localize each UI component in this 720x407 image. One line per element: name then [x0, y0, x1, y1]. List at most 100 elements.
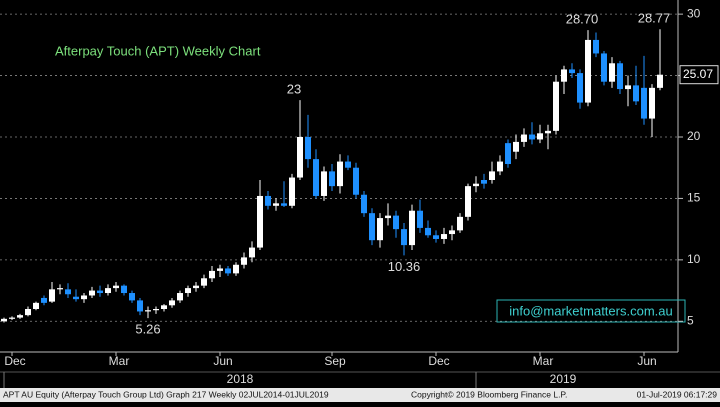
annotation: 28.77 — [638, 11, 671, 26]
candle-body — [425, 227, 431, 236]
candle-body — [281, 203, 287, 206]
footer-center: Copyright© 2019 Bloomberg Finance L.P. — [411, 389, 567, 399]
candle-body — [649, 87, 655, 119]
candle-body — [193, 285, 199, 289]
candle-body — [521, 134, 527, 142]
candle-body — [153, 308, 159, 311]
candle-body — [169, 300, 175, 306]
candle-body — [313, 159, 319, 196]
candle-body — [369, 213, 375, 241]
chart-title: Afterpay Touch (APT) Weekly Chart — [55, 43, 261, 58]
candle-body — [257, 195, 263, 248]
candle-body — [657, 74, 663, 88]
candle-body — [129, 293, 135, 301]
candle-body — [241, 257, 247, 265]
footer-left: APT AU Equity (Afterpay Touch Group Ltd)… — [3, 389, 329, 399]
year-label: 2018 — [227, 372, 254, 386]
candle-body — [545, 130, 551, 134]
candle-body — [321, 171, 327, 196]
candle-body — [505, 143, 511, 165]
candle-body — [65, 289, 71, 295]
candle-body — [209, 270, 215, 279]
candle-body — [33, 302, 39, 309]
candle-body — [633, 85, 639, 102]
candle-body — [1, 318, 7, 322]
candle-body — [401, 229, 407, 246]
candle-body — [617, 63, 623, 90]
watermark: info@marketmatters.com.au — [509, 303, 672, 318]
annotation: 28.70 — [566, 12, 599, 27]
year-label: 2019 — [550, 372, 577, 386]
candle-body — [273, 203, 279, 206]
candle-body — [73, 296, 79, 300]
candle-body — [9, 317, 15, 319]
candle-body — [289, 177, 295, 206]
candle-body — [113, 285, 119, 289]
candle-body — [465, 186, 471, 217]
candle-body — [393, 215, 399, 230]
x-tick-label: Mar — [533, 354, 554, 368]
candle-body — [601, 53, 607, 82]
candle-body — [81, 295, 87, 300]
candle-body — [337, 161, 343, 187]
candle-body — [497, 161, 503, 172]
y-tick-label: 10 — [687, 252, 701, 266]
watermark-box — [496, 299, 686, 323]
candle-body — [121, 285, 127, 294]
candle-body — [481, 179, 487, 184]
y-tick-label: 15 — [687, 191, 701, 205]
x-tick-label: Dec — [4, 354, 25, 368]
candle-body — [225, 268, 231, 274]
candle-body — [585, 39, 591, 103]
candle-body — [361, 194, 367, 214]
candle-body — [489, 171, 495, 180]
annotation: 23 — [287, 82, 301, 97]
candle-body — [641, 87, 647, 119]
candle-body — [201, 278, 207, 286]
x-tick-label: Dec — [428, 354, 449, 368]
candle-body — [177, 293, 183, 301]
candle-body — [97, 290, 103, 294]
candle-body — [249, 247, 255, 258]
annotation: 5.26 — [135, 322, 160, 337]
candle-body — [473, 183, 479, 187]
candle-body — [385, 215, 391, 219]
candle-body — [105, 288, 111, 294]
candle-body — [49, 289, 55, 302]
candle-body — [57, 288, 63, 290]
x-tick-label: Mar — [109, 354, 130, 368]
candle-body — [17, 315, 23, 318]
candle-body — [345, 161, 351, 168]
annotation: 10.36 — [388, 259, 421, 274]
candle-body — [609, 63, 615, 82]
last-price-box — [679, 65, 719, 85]
candle-body — [569, 69, 575, 74]
candle-body — [577, 73, 583, 103]
candle-body — [409, 210, 415, 246]
candle-body — [305, 136, 311, 160]
candle-body — [441, 234, 447, 239]
background — [0, 0, 720, 388]
candle-body — [561, 69, 567, 82]
candle-body — [417, 210, 423, 228]
candle-body — [145, 310, 151, 312]
y-tick-label: 5 — [687, 313, 694, 327]
candle-body — [41, 297, 47, 303]
candle-body — [329, 171, 335, 187]
candle-body — [449, 230, 455, 235]
candle-body — [593, 39, 599, 54]
candle-body — [25, 308, 31, 316]
y-tick-label: 20 — [687, 129, 701, 143]
candle-body — [377, 218, 383, 241]
candle-body — [265, 195, 271, 206]
last-price-label: 25.07 — [683, 67, 713, 81]
candle-body — [433, 235, 439, 239]
candle-body — [625, 85, 631, 90]
x-tick-label: Jun — [637, 354, 656, 368]
x-tick-label: Sep — [324, 354, 346, 368]
candle-body — [161, 305, 167, 309]
candle-body — [529, 134, 535, 140]
candle-body — [537, 133, 543, 140]
footer-right: 01-Jul-2019 06:17:29 — [637, 389, 718, 399]
